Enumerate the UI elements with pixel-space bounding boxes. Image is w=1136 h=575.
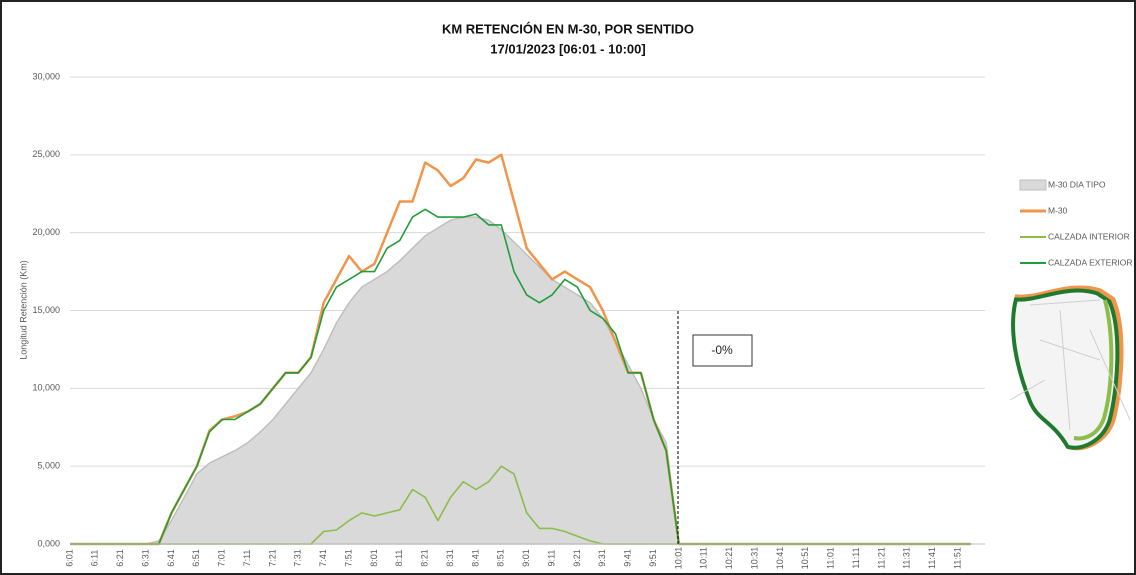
x-tick-label: 7:11 — [242, 550, 252, 567]
x-tick-label: 9:01 — [521, 549, 531, 567]
y-tick-label: 15,000 — [32, 305, 60, 315]
x-tick-label: 6:11 — [90, 550, 100, 567]
x-tick-label: 11:01 — [826, 547, 836, 569]
x-tick-label: 7:01 — [217, 549, 227, 567]
x-tick-label: 6:21 — [115, 549, 125, 567]
x-tick-label: 10:11 — [699, 547, 709, 569]
map-icon — [1009, 285, 1131, 451]
x-tick-label: 10:51 — [800, 547, 810, 570]
x-tick-label: 8:21 — [420, 549, 430, 567]
x-tick-label: 8:41 — [470, 549, 480, 567]
x-tick-label: 7:41 — [318, 549, 328, 567]
legend-label: M-30 DIA TIPO — [1048, 179, 1106, 189]
x-tick-label: 11:51 — [952, 547, 962, 569]
x-tick-label: 6:41 — [166, 549, 176, 567]
chart-title: KM RETENCIÓN EN M-30, POR SENTIDO — [442, 21, 694, 36]
x-tick-label: 9:41 — [623, 549, 633, 567]
x-tick-label: 9:21 — [572, 549, 582, 567]
annotation-box — [692, 334, 753, 367]
y-tick-label: 20,000 — [32, 227, 60, 237]
x-tick-label: 6:31 — [140, 549, 150, 567]
x-tick-label: 11:31 — [902, 547, 912, 569]
x-tick-label: 8:01 — [369, 549, 379, 567]
y-tick-label: 10,000 — [32, 383, 60, 393]
x-tick-label: 9:51 — [648, 549, 658, 567]
legend-label: CALZADA INTERIOR — [1048, 231, 1130, 241]
x-tick-label: 10:31 — [749, 547, 759, 570]
x-tick-label: 8:11 — [394, 550, 404, 567]
x-tick-label: 8:31 — [445, 549, 455, 567]
x-tick-label: 7:21 — [267, 549, 277, 567]
annotation: -0% — [711, 343, 733, 357]
x-tick-label: 7:31 — [293, 549, 303, 567]
x-tick-label: 8:51 — [496, 549, 506, 567]
x-tick-label: 11:11 — [851, 547, 861, 568]
legend-swatch — [1019, 179, 1047, 191]
x-tick-label: 10:41 — [775, 547, 785, 570]
y-tick-label: 0,000 — [37, 538, 60, 548]
x-tick-label: 6:51 — [191, 549, 201, 567]
x-tick-label: 9:31 — [597, 549, 607, 567]
x-tick-label: 11:41 — [927, 547, 937, 569]
x-tick-label: 9:11 — [546, 550, 556, 567]
legend-label: M-30 — [1048, 205, 1068, 215]
chart-subtitle: 17/01/2023 [06:01 - 10:00] — [490, 41, 645, 56]
y-axis-label: Longitud Retención (Km) — [18, 260, 28, 360]
x-tick-label: 10:01 — [673, 547, 683, 570]
plot: 0,000 5,000 10,000 15,000 20,000 25,000 30,000… — [32, 71, 985, 569]
y-tick-label: 25,000 — [32, 149, 60, 159]
x-tick-label: 11:21 — [876, 547, 886, 569]
x-tick-label: 6:01 — [64, 549, 74, 567]
x-tick-label: 7:51 — [343, 549, 353, 567]
y-tick-label: 5,000 — [37, 461, 60, 471]
x-tick-label: 10:21 — [724, 547, 734, 570]
legend-label: CALZADA EXTERIOR — [1048, 257, 1133, 267]
y-tick-label: 30,000 — [32, 71, 60, 81]
